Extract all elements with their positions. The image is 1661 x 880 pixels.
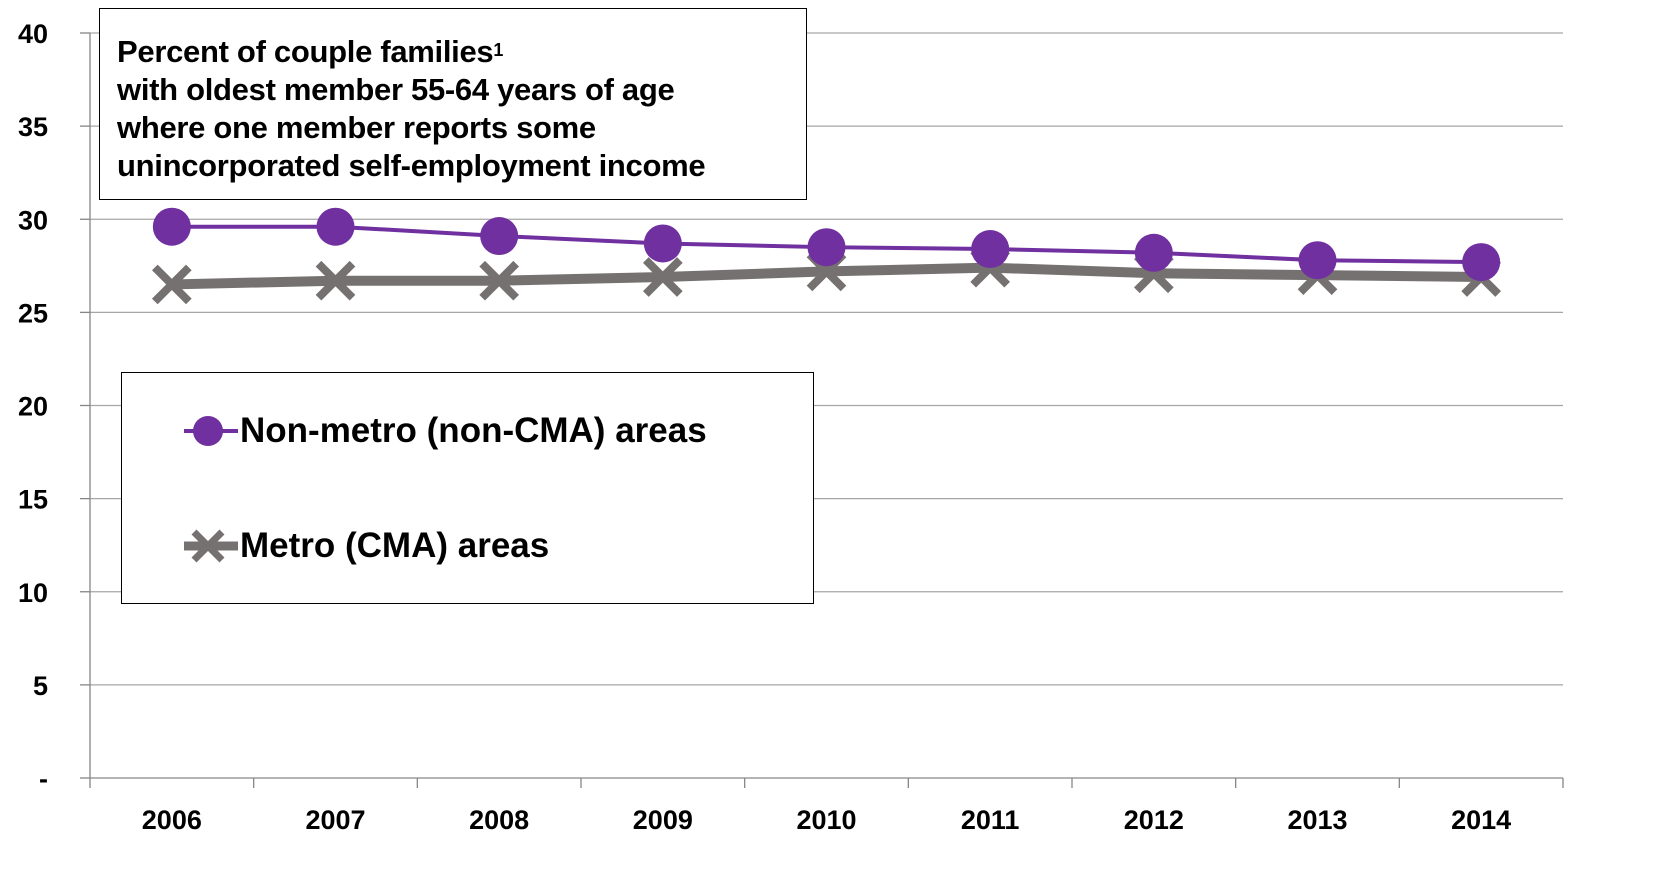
chart-title-line-3: where one member reports some — [117, 110, 596, 145]
legend-label-metro: Metro (CMA) areas — [240, 526, 550, 565]
x-tick-label: 2011 — [961, 805, 1020, 835]
data-point-circle — [971, 230, 1010, 269]
y-axis-tick-labels: - 5 10 15 20 25 30 35 40 — [18, 19, 48, 794]
data-point-circle — [807, 228, 846, 267]
data-point-x-stroke — [643, 257, 683, 297]
x-tick-label: 2009 — [633, 805, 693, 835]
chart-title-line-2: with oldest member 55-64 years of age — [117, 72, 675, 107]
data-point-circle — [316, 207, 355, 246]
data-point-x-stroke — [152, 264, 192, 305]
data-point-x-stroke — [479, 260, 519, 301]
y-tick-label: 30 — [18, 205, 48, 235]
data-point-circle — [1298, 241, 1337, 280]
data-point-circle — [152, 207, 191, 246]
series-metro — [152, 247, 1501, 305]
series-non-metro — [152, 207, 1501, 282]
data-point-x — [315, 260, 356, 301]
data-point-circle — [480, 217, 519, 256]
x-tick-label: 2008 — [469, 805, 529, 835]
y-tick-label: - — [39, 764, 48, 794]
chart-title-line-1: Percent of couple families1 — [117, 34, 504, 69]
x-axis-tick-labels: 2006 2007 2008 2009 2010 2011 2012 2013 2014 — [142, 805, 1511, 835]
data-point-circle — [1462, 243, 1501, 282]
x-tick-label: 2006 — [142, 805, 202, 835]
data-point-x — [643, 257, 683, 297]
legend: Non-metro (non-CMA) areas Metro (CMA) ar… — [121, 372, 814, 604]
series-layer — [152, 207, 1501, 305]
chart-title-line-4: unincorporated self-employment income — [117, 148, 706, 183]
data-point-x-stroke — [315, 260, 356, 301]
data-point-circle — [1134, 233, 1173, 272]
x-tick-label: 2007 — [305, 805, 365, 835]
y-tick-label: 40 — [18, 19, 48, 49]
x-tick-label: 2013 — [1287, 805, 1347, 835]
title-footnote-marker: 1 — [493, 40, 504, 60]
y-tick-label: 35 — [18, 112, 48, 142]
x-tick-label: 2012 — [1124, 805, 1184, 835]
legend-label-non-metro: Non-metro (non-CMA) areas — [240, 411, 707, 450]
data-point-circle — [643, 224, 682, 263]
x-tick-label: 2010 — [796, 805, 856, 835]
data-point-x — [479, 260, 519, 301]
y-tick-label: 15 — [18, 485, 48, 515]
legend-x-marker-icon — [184, 529, 238, 563]
y-tick-label: 10 — [18, 578, 48, 608]
x-tick-label: 2014 — [1451, 805, 1511, 835]
legend-item-metro: Metro (CMA) areas — [182, 526, 549, 566]
axes — [80, 32, 1564, 788]
y-tick-label: 5 — [33, 671, 48, 701]
legend-circle-marker-icon — [184, 416, 238, 446]
legend-item-non-metro: Non-metro (non-CMA) areas — [182, 411, 707, 451]
y-tick-label: 25 — [18, 298, 48, 328]
data-point-x — [152, 264, 192, 305]
chart-title-box: Percent of couple families1 with oldest … — [99, 8, 807, 200]
y-tick-label: 20 — [18, 392, 48, 422]
